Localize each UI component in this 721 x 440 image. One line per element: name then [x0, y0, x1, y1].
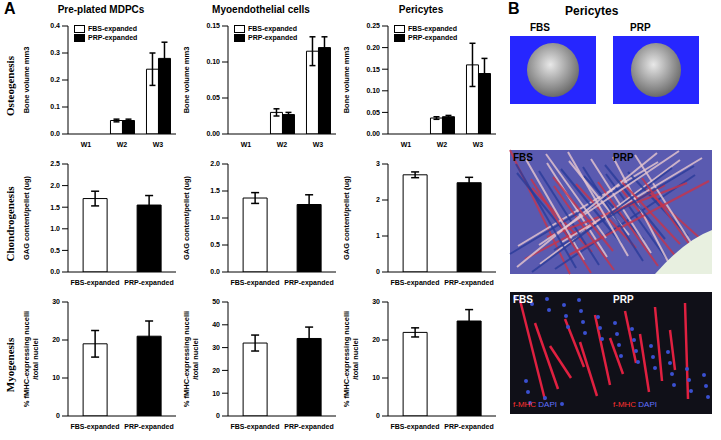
svg-text:1: 1: [376, 232, 380, 239]
svg-text:0.0: 0.0: [50, 268, 60, 275]
html-text:FBS: FBS: [530, 22, 550, 33]
svg-text:50: 50: [212, 298, 220, 305]
svg-text:FBS-expanded: FBS-expanded: [390, 423, 439, 431]
svg-text:W1: W1: [81, 141, 92, 148]
html-text:GAG content/pellet (ug): GAG content/pellet (ug): [22, 175, 31, 261]
html-text:% fMHC-expressing nucelli /tot: % fMHC-expressing nucelli /total nuclei: [342, 310, 360, 408]
html-text:FBS: FBS: [513, 294, 533, 305]
html-text:PRP: PRP: [630, 22, 651, 33]
svg-text:30: 30: [372, 298, 380, 305]
svg-text:10: 10: [212, 390, 220, 397]
svg-text:0.10: 0.10: [206, 58, 220, 65]
svg-text:0.15: 0.15: [366, 66, 380, 73]
svg-text:2: 2: [376, 196, 380, 203]
html-text:Bone volume mm3: Bone volume mm3: [22, 46, 31, 114]
svg-text:0.00: 0.00: [366, 130, 380, 137]
svg-text:40: 40: [212, 321, 220, 328]
svg-text:W2: W2: [277, 141, 288, 148]
html-text:% fMHC-expressing nucelli /tot: % fMHC-expressing nucelli /total nuclei: [182, 310, 200, 408]
html-text:B: B: [508, 0, 520, 17]
svg-text:0.4: 0.4: [50, 22, 60, 29]
svg-text:0.05: 0.05: [366, 109, 380, 116]
svg-text:20: 20: [372, 336, 380, 343]
svg-text:0: 0: [216, 412, 220, 419]
html-text:Pericytes: Pericytes: [565, 4, 619, 18]
svg-text:W3: W3: [313, 141, 324, 148]
svg-text:1.5: 1.5: [50, 204, 60, 211]
svg-text:FBS-expanded: FBS-expanded: [390, 279, 439, 287]
html-text:Pre-plated MDPCs: Pre-plated MDPCs: [57, 4, 145, 15]
html-text:GAG content/pellet (ug): GAG content/pellet (ug): [342, 175, 351, 261]
svg-text:PRP-expanded: PRP-expanded: [284, 279, 333, 287]
svg-text:0.0: 0.0: [50, 130, 60, 137]
svg-text:W2: W2: [117, 141, 128, 148]
svg-text:W3: W3: [473, 141, 484, 148]
html-text:Bone volume mm3: Bone volume mm3: [182, 46, 191, 114]
html-text:GAG content/pellet (ug): GAG content/pellet (ug): [182, 175, 191, 261]
html-text:Myogenesis: Myogenesis: [4, 337, 16, 393]
html-text:f-MHC DAPI: f-MHC DAPI: [613, 400, 657, 409]
svg-text:0.10: 0.10: [366, 87, 380, 94]
svg-text:2.0: 2.0: [210, 160, 220, 167]
svg-text:20: 20: [52, 336, 60, 343]
html-text:FBS: FBS: [513, 152, 533, 163]
svg-text:20: 20: [212, 367, 220, 374]
svg-text:0.5: 0.5: [50, 247, 60, 254]
html-text:Myoendothelial cells: Myoendothelial cells: [212, 4, 310, 15]
svg-text:1.0: 1.0: [50, 225, 60, 232]
html-text:Chondrogenesis: Chondrogenesis: [4, 186, 16, 262]
svg-text:FBS-expanded: FBS-expanded: [230, 279, 279, 287]
svg-text:PRP-expanded: PRP-expanded: [284, 423, 333, 431]
html-text:Pericytes: Pericytes: [398, 4, 444, 15]
html-text:PRP-expanded: PRP-expanded: [408, 34, 458, 41]
svg-text:0.5: 0.5: [210, 241, 220, 248]
svg-text:0.00: 0.00: [206, 130, 220, 137]
svg-text:0.3: 0.3: [50, 49, 60, 56]
svg-text:3: 3: [376, 160, 380, 167]
html-text:PRP-expanded: PRP-expanded: [248, 34, 298, 41]
html-text:FBS-expanded: FBS-expanded: [248, 25, 297, 32]
svg-text:0.15: 0.15: [206, 22, 220, 29]
svg-text:10: 10: [372, 374, 380, 381]
html-text:f-MHC DAPI: f-MHC DAPI: [513, 400, 557, 409]
svg-text:FBS-expanded: FBS-expanded: [70, 279, 119, 287]
html-text:PRP: PRP: [613, 152, 634, 163]
svg-text:0.0: 0.0: [210, 268, 220, 275]
svg-text:W2: W2: [437, 141, 448, 148]
svg-text:W1: W1: [241, 141, 252, 148]
svg-text:10: 10: [52, 374, 60, 381]
svg-text:FBS-expanded: FBS-expanded: [230, 423, 279, 431]
svg-text:1.5: 1.5: [210, 187, 220, 194]
svg-text:0.20: 0.20: [366, 44, 380, 51]
svg-text:2.5: 2.5: [50, 160, 60, 167]
svg-text:2.0: 2.0: [50, 182, 60, 189]
svg-text:0: 0: [376, 268, 380, 275]
svg-text:1.0: 1.0: [210, 214, 220, 221]
html-text:PRP: PRP: [613, 294, 634, 305]
svg-text:0: 0: [376, 412, 380, 419]
html-text:% fMHC-expressing nucelli /tot: % fMHC-expressing nucelli /total nuclei: [22, 310, 40, 408]
svg-text:0: 0: [56, 412, 60, 419]
svg-text:W3: W3: [153, 141, 164, 148]
svg-text:PRP-expanded: PRP-expanded: [444, 279, 493, 287]
svg-text:0.1: 0.1: [50, 103, 60, 110]
svg-text:30: 30: [52, 298, 60, 305]
svg-text:PRP-expanded: PRP-expanded: [124, 423, 173, 431]
svg-text:PRP-expanded: PRP-expanded: [444, 423, 493, 431]
svg-text:0.25: 0.25: [366, 22, 380, 29]
html-text:Osteogenesis: Osteogenesis: [4, 56, 16, 116]
svg-text:FBS-expanded: FBS-expanded: [70, 423, 119, 431]
svg-text:0.05: 0.05: [206, 94, 220, 101]
svg-text:0.2: 0.2: [50, 76, 60, 83]
html-text:FBS-expanded: FBS-expanded: [88, 25, 137, 32]
html-text:A: A: [4, 0, 16, 17]
html-text:FBS-expanded: FBS-expanded: [408, 25, 457, 32]
html-text:Bone volume mm3: Bone volume mm3: [342, 46, 351, 114]
html-text:PRP-expanded: PRP-expanded: [88, 34, 138, 41]
svg-text:W1: W1: [401, 141, 412, 148]
svg-text:30: 30: [212, 344, 220, 351]
svg-text:PRP-expanded: PRP-expanded: [124, 279, 173, 287]
